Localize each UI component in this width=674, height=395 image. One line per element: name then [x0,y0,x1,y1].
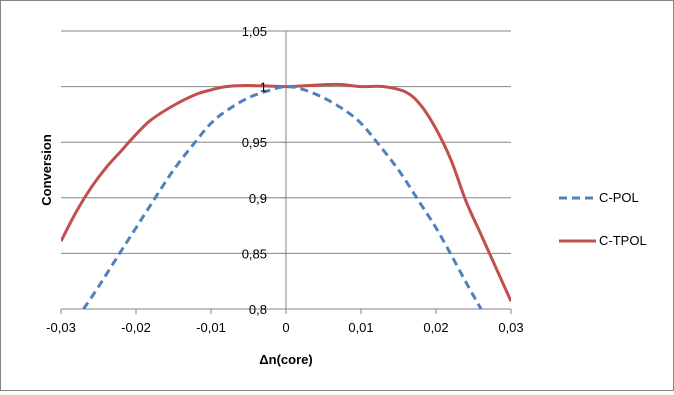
y-tick-label: 0,95 [242,135,267,150]
x-tick-label: -0,01 [196,320,226,335]
axis-layer [60,30,512,314]
x-tick-label: -0,02 [121,320,151,335]
y-tick-label: 0,9 [249,191,267,206]
x-tick-label: 0 [282,320,289,335]
y-tick-label: 1,05 [242,24,267,39]
y-tick-label: 1 [260,80,267,95]
x-tick-label: 0,02 [423,320,448,335]
series-line-c-tpol [61,82,511,302]
y-axis-title: Conversion [39,134,54,206]
legend-label-c-pol: C-POL [599,190,639,205]
x-tick-label: -0,03 [46,320,76,335]
legend-label-c-tpol: C-TPOL [599,233,647,248]
x-tick-label: 0,01 [348,320,373,335]
series-layer [61,82,511,309]
x-tick-label: 0,03 [498,320,523,335]
y-tick-label: 0,8 [249,302,267,317]
tick-layer: 0,8 0,85 0,9 0,95 1 1,05 -0,03 -0,02 -0,01 0 0,01 0… [46,24,523,335]
x-axis-title: Δn(core) [259,352,312,367]
y-tick-label: 0,85 [242,246,267,261]
legend: C-POL C-TPOL [559,190,647,248]
